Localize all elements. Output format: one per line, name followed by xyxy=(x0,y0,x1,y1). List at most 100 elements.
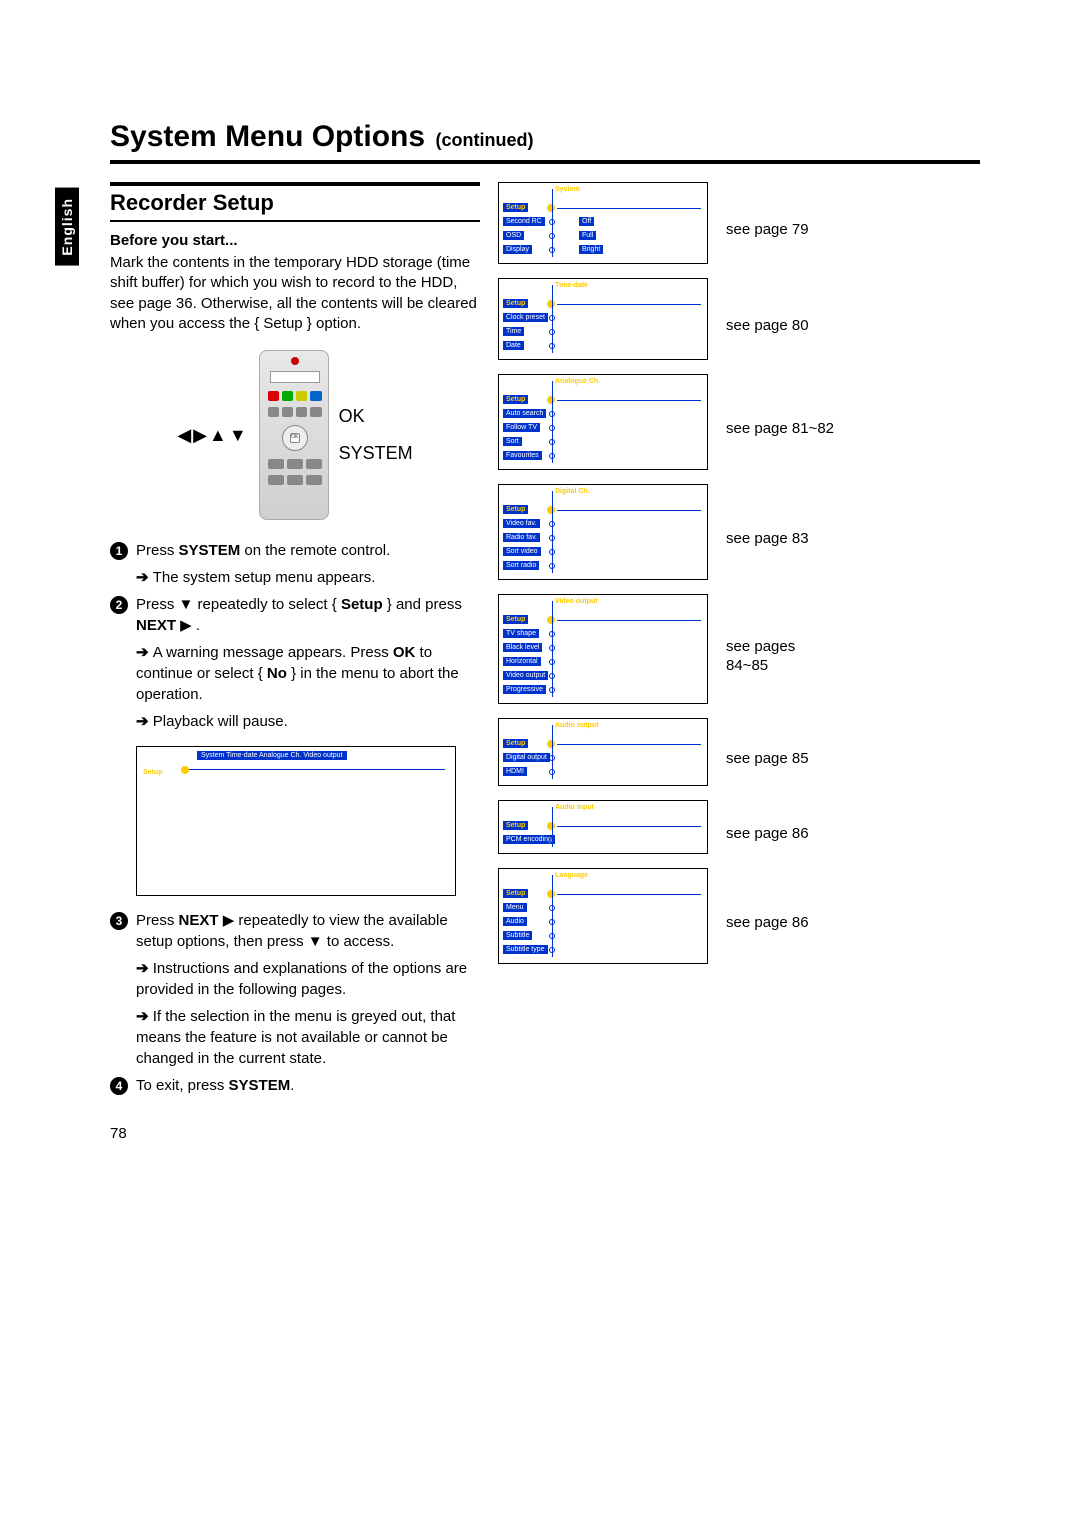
s4-pre: To exit, press xyxy=(136,1077,229,1094)
remote-figure: ◀▶▲▼ OK OK SYSTEM xyxy=(110,350,480,520)
panel-item: Progressive xyxy=(503,685,546,694)
panel-item: OSD xyxy=(503,231,524,240)
s4-bold: SYSTEM xyxy=(229,1077,291,1094)
step-2-arrow: ▶ . xyxy=(176,617,200,634)
step-4: 4 To exit, press SYSTEM. xyxy=(110,1075,480,1096)
panel-row: LanguageSetupMenuAudioSubtitleSubtitle t… xyxy=(498,868,980,978)
panel-row: Audio inputSetupPCM encodingsee page 86 xyxy=(498,800,980,868)
panel-row: Digital Ch. Setup Video fav. Radio fav. Sort… xyxy=(498,484,980,594)
panel-item: Video fav. xyxy=(503,519,540,528)
panel-item: Radio fav. xyxy=(503,533,540,542)
panel-tab: Time-date xyxy=(555,282,588,289)
panel-tab: Analogue Ch. xyxy=(555,378,600,385)
panel-setup-label: Setup xyxy=(503,203,528,212)
language-tab: English xyxy=(55,188,79,266)
before-start-heading: Before you start... xyxy=(110,232,480,249)
remote-illustration: OK xyxy=(259,350,329,520)
panel-item: TV shape xyxy=(503,629,539,638)
panel-row: Audio output Setup Digital output HDMI see p… xyxy=(498,718,980,800)
panel-item: Date xyxy=(503,341,524,350)
panel-row: Time-dateSetupClock presetTimeDatesee pa… xyxy=(498,278,980,374)
panel-setup-label: Setup xyxy=(503,505,528,514)
panel-item: Audio xyxy=(503,917,527,926)
page-reference: see page 83 xyxy=(726,529,836,549)
page-reference: see page 80 xyxy=(726,316,836,336)
panel-item: Auto search xyxy=(503,409,546,418)
panel-item: Video output xyxy=(503,671,548,680)
menu-panel: Digital Ch. Setup Video fav. Radio fav. Sort… xyxy=(498,484,708,580)
menu-panel: Audio inputSetupPCM encoding xyxy=(498,800,708,854)
page-reference: see page 81~82 xyxy=(726,419,836,439)
section-title: Recorder Setup xyxy=(110,182,480,222)
step-2: 2 Press ▼ repeatedly to select { Setup }… xyxy=(110,594,480,636)
panel-row: Analogue Ch.SetupAuto searchFollow TVSor… xyxy=(498,374,980,484)
step-1-result: The system setup menu appears. xyxy=(136,567,480,588)
step-2-result1: A warning message appears. Press OK to c… xyxy=(136,642,480,705)
panel-item: Sort radio xyxy=(503,561,539,570)
menu-setup-label: Setup xyxy=(143,769,162,776)
s2r1-pre: A warning message appears. Press xyxy=(153,644,393,661)
title-main: System Menu Options xyxy=(110,120,425,153)
panel-setup-label: Setup xyxy=(503,739,528,748)
panel-row: SystemSetupSecond RCOffOSDFullDisplayBri… xyxy=(498,182,980,278)
s3-bold: NEXT xyxy=(179,912,219,929)
page-reference: see page 85 xyxy=(726,749,836,769)
panel-item: Favourites xyxy=(503,451,542,460)
step-3-result2: If the selection in the menu is greyed o… xyxy=(136,1006,480,1069)
panel-value: Off xyxy=(579,217,594,226)
page-reference: see page 86 xyxy=(726,824,836,844)
step-2-bold: Setup xyxy=(341,596,383,613)
page-reference: see page 79 xyxy=(726,220,836,240)
menu-panel: Audio output Setup Digital output HDMI xyxy=(498,718,708,786)
s4-post: . xyxy=(290,1077,294,1094)
menu-panel: Time-dateSetupClock presetTimeDate xyxy=(498,278,708,360)
panel-tab: Audio output xyxy=(555,722,599,729)
step-1-pre: Press xyxy=(136,542,179,559)
step-1-post: on the remote control. xyxy=(240,542,390,559)
panel-item: Display xyxy=(503,245,532,254)
panel-setup-label: Setup xyxy=(503,821,528,830)
s3-pre: Press xyxy=(136,912,179,929)
step-2-post: } and press xyxy=(383,596,462,613)
right-column: SystemSetupSecond RCOffOSDFullDisplayBri… xyxy=(498,182,980,1102)
panel-item: Sort xyxy=(503,437,522,446)
panel-tab: Digital Ch. xyxy=(555,488,590,495)
panel-item: HDMI xyxy=(503,767,527,776)
panel-tab: System xyxy=(555,186,580,193)
step-2-text: Press ▼ repeatedly to select { xyxy=(136,596,341,613)
panel-setup-label: Setup xyxy=(503,615,528,624)
page-title-row: System Menu Options (continued) xyxy=(110,120,980,164)
page-reference: see page 86 xyxy=(726,913,836,933)
step-3-num: 3 xyxy=(110,912,128,930)
panel-tab: Video output xyxy=(555,598,598,605)
title-continued: (continued) xyxy=(436,130,534,150)
panel-item: Subtitle xyxy=(503,931,532,940)
menu-panel: Video outputSetupTV shapeBlack levelHori… xyxy=(498,594,708,704)
before-start-text: Mark the contents in the temporary HDD s… xyxy=(110,253,480,334)
panel-tab: Audio input xyxy=(555,804,594,811)
panel-tab: Language xyxy=(555,872,588,879)
page-number: 78 xyxy=(110,1125,127,1142)
panel-item: Horizontal xyxy=(503,657,541,666)
panel-item: Digital output xyxy=(503,753,550,762)
s2r1-bold2: No xyxy=(267,665,287,682)
panel-row: Video outputSetupTV shapeBlack levelHori… xyxy=(498,594,980,718)
step-4-num: 4 xyxy=(110,1077,128,1095)
panel-item: Menu xyxy=(503,903,527,912)
s2r1-bold: OK xyxy=(393,644,416,661)
step-3-result1: Instructions and explanations of the opt… xyxy=(136,958,480,1000)
panel-item: Follow TV xyxy=(503,423,540,432)
panel-item: Sort video xyxy=(503,547,541,556)
panel-item: Clock preset xyxy=(503,313,548,322)
step-2-result2: Playback will pause. xyxy=(136,711,480,732)
page-reference: see pages 84~85 xyxy=(726,637,836,676)
menu-header: System Time-date Analogue Ch. Video outp… xyxy=(197,751,347,760)
remote-ok-label: OK xyxy=(339,406,413,427)
remote-arrows-label: ◀▶▲▼ xyxy=(177,425,248,446)
step-3: 3 Press NEXT ▶ repeatedly to view the av… xyxy=(110,910,480,952)
step-1-bold: SYSTEM xyxy=(179,542,241,559)
left-column: Recorder Setup Before you start... Mark … xyxy=(110,182,480,1102)
panel-value: Full xyxy=(579,231,596,240)
menu-panel: LanguageSetupMenuAudioSubtitleSubtitle t… xyxy=(498,868,708,964)
panel-item: Time xyxy=(503,327,524,336)
